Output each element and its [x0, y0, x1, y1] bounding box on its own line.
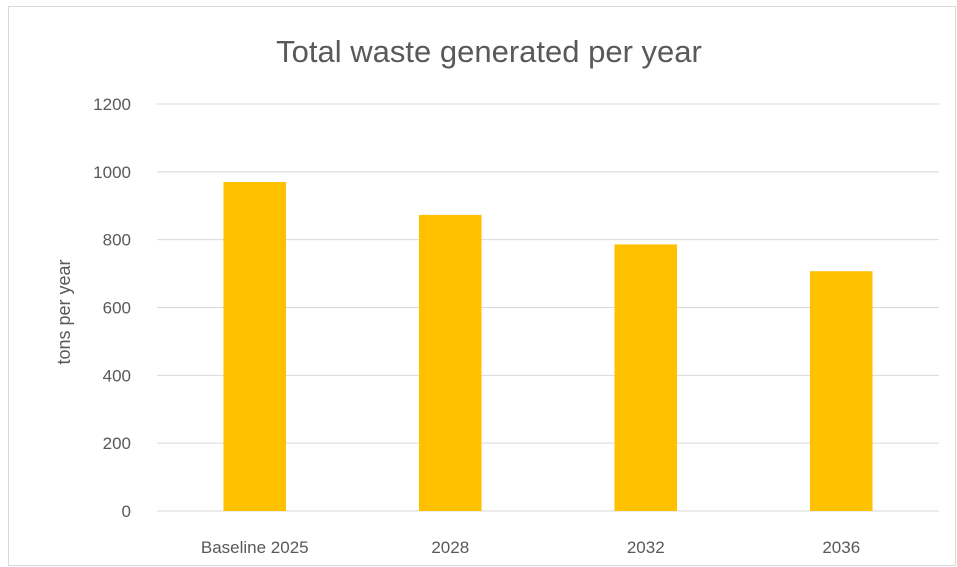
y-tick-label: 800 [103, 231, 131, 250]
y-axis-ticks: 0 200 400 600 800 1000 1200 [93, 95, 131, 521]
bar-4 [809, 271, 873, 511]
x-tick-label: 2036 [822, 538, 860, 557]
x-tick-label: Baseline 2025 [201, 538, 309, 557]
chart-title: Total waste generated per year [276, 34, 702, 69]
y-tick-label: 600 [103, 299, 131, 318]
y-axis-label: tons per year [54, 259, 74, 364]
y-tick-label: 1200 [93, 95, 131, 114]
x-tick-label: 2032 [627, 538, 665, 557]
bar-2 [418, 214, 482, 511]
bar-3 [614, 244, 678, 512]
x-tick-label: 2028 [431, 538, 469, 557]
y-tick-label: 200 [103, 434, 131, 453]
y-tick-label: 1000 [93, 163, 131, 182]
x-axis-ticks: Baseline 2025 2028 2032 2036 [201, 538, 860, 557]
gridlines [157, 103, 939, 512]
y-tick-label: 0 [122, 502, 131, 521]
chart-frame [8, 6, 956, 566]
bar-1 [223, 182, 287, 511]
y-tick-label: 400 [103, 366, 131, 385]
bars [223, 182, 873, 512]
